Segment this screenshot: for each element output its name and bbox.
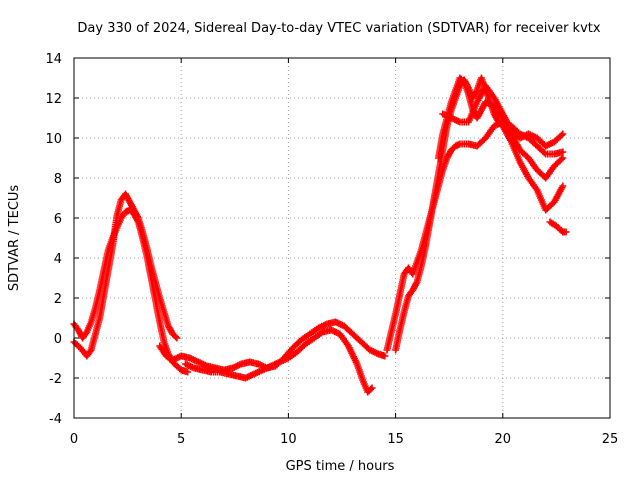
- chart-title: Day 330 of 2024, Sidereal Day-to-day VTE…: [77, 21, 600, 36]
- x-tick-label: 25: [602, 432, 619, 447]
- series-9: [546, 218, 570, 236]
- x-tick-label: 5: [177, 432, 185, 447]
- x-tick-label: 0: [70, 432, 78, 447]
- data-point: [559, 154, 567, 162]
- x-axis-label: GPS time / hours: [286, 459, 395, 474]
- y-tick-label: 6: [54, 212, 62, 227]
- series-3: [156, 318, 389, 374]
- y-tick-label: 10: [45, 132, 62, 147]
- data-point: [173, 334, 181, 342]
- data-point: [559, 130, 567, 138]
- series-8: [439, 82, 567, 150]
- data-marks: [70, 74, 570, 396]
- x-tick-label: 20: [495, 432, 512, 447]
- grid: [74, 58, 610, 418]
- data-point: [367, 385, 375, 393]
- y-tick-label: -4: [49, 412, 62, 427]
- series-5: [383, 118, 567, 354]
- series-2: [70, 206, 192, 376]
- y-tick-label: 8: [54, 172, 62, 187]
- data-point: [562, 228, 570, 236]
- y-axis-label: SDTVAR / TECUs: [7, 185, 22, 292]
- data-point: [559, 182, 567, 190]
- data-point: [557, 155, 565, 163]
- y-tick-label: 0: [54, 332, 62, 347]
- data-point: [540, 149, 548, 157]
- data-point: [559, 148, 567, 156]
- axis-ticks: 0 5 10 15 20 25 -4 -2 0 2 4 6 8 10 12 14: [45, 52, 618, 447]
- y-tick-label: 14: [45, 52, 62, 67]
- x-tick-label: 10: [280, 432, 297, 447]
- data-point: [557, 131, 565, 139]
- y-tick-label: 2: [54, 292, 62, 307]
- y-tick-label: -2: [49, 372, 62, 387]
- data-point: [368, 384, 376, 392]
- data-point: [381, 352, 389, 360]
- data-point: [172, 333, 179, 341]
- plot-frame: [73, 57, 611, 419]
- series-4: [182, 326, 376, 396]
- y-tick-label: 12: [45, 92, 62, 107]
- x-tick-label: 15: [387, 432, 404, 447]
- y-tick-label: 4: [54, 252, 62, 267]
- data-point: [184, 368, 192, 376]
